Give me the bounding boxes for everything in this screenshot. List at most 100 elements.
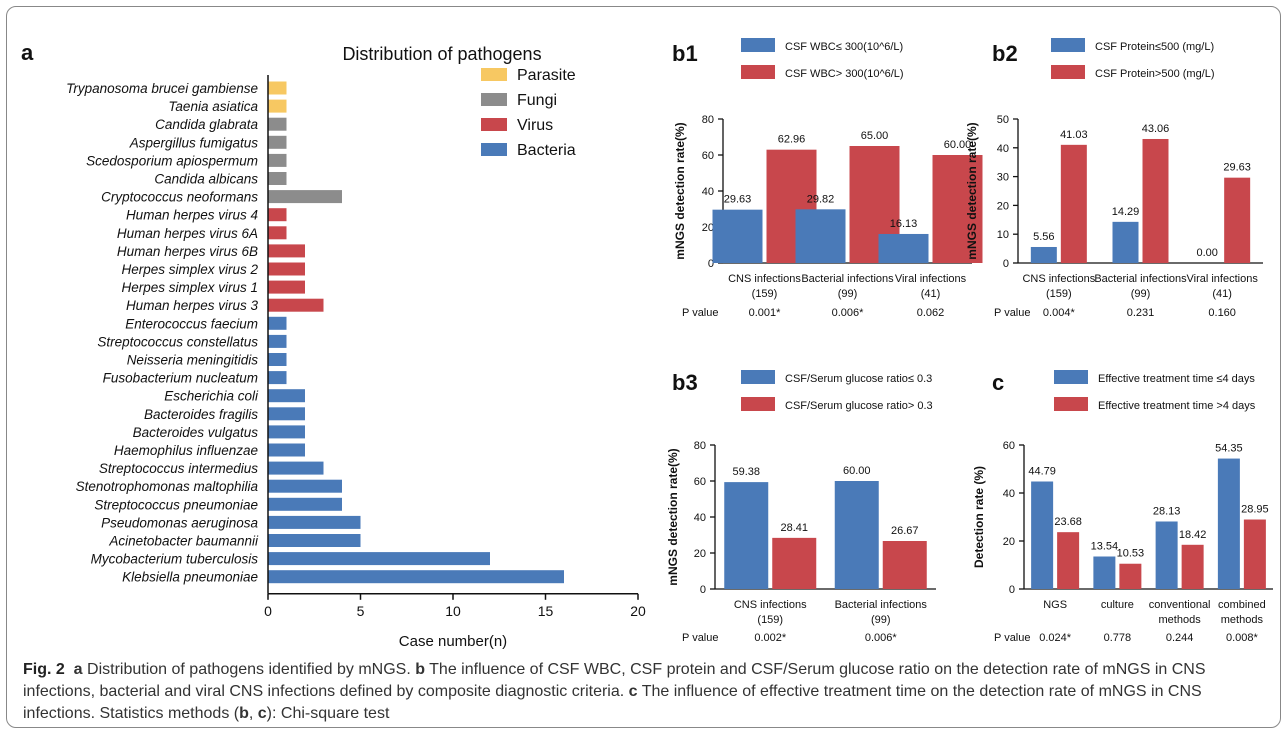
panel-b1-p-value: 0.001*	[749, 307, 782, 319]
pathogen-bar	[268, 172, 287, 185]
panel-b1-bar	[712, 209, 763, 263]
legend-label-virus: Virus	[517, 117, 553, 134]
pathogen-label: Streptococcus intermedius	[99, 461, 258, 476]
panel-b2-x-tick-label: Viral infections	[1186, 273, 1258, 285]
pathogen-label: Fusobacterium nucleatum	[103, 371, 258, 386]
panel-b1-legend-label: CSF WBC> 300(10^6/L)	[785, 68, 904, 80]
pathogen-bar	[268, 534, 361, 547]
pathogen-bar	[268, 389, 305, 403]
panel-c-label: c	[992, 370, 1004, 395]
panel-b1-bar-value: 16.13	[890, 218, 918, 230]
panel-c-p-value: 0.024*	[1039, 632, 1072, 644]
panel-c-y-tick-label: 40	[1003, 488, 1015, 500]
panel-b1-y-tick-label: 0	[708, 258, 714, 270]
panel-b2-x-tick-label: (159)	[1046, 288, 1072, 300]
pathogen-bar	[268, 334, 287, 348]
panel-b1-bar	[932, 155, 983, 263]
pathogen-label: Escherichia coli	[164, 389, 259, 404]
panel-b2-bar-value: 43.06	[1142, 123, 1170, 135]
panel-a-x-tick-label: 20	[630, 603, 646, 619]
panel-b3-bar	[834, 481, 879, 589]
panel-b1-x-tick-label: CNS infections	[728, 273, 801, 285]
figure-frame: a Distribution of pathogens Trypanosoma br…	[6, 6, 1281, 728]
panel-c-p-value: 0.008*	[1226, 632, 1259, 644]
pathogen-bar	[268, 570, 564, 584]
panel-b3-bar-value: 28.41	[780, 522, 808, 534]
panel-b3-label: b3	[672, 370, 698, 395]
panel-b3-bar	[772, 537, 817, 589]
panel-b3-x-tick-label: Bacterial infections	[835, 599, 928, 611]
panel-c-y-tick-label: 60	[1003, 440, 1015, 452]
pathogen-bar	[268, 298, 324, 312]
panel-b2-y-tick-label: 30	[997, 172, 1009, 184]
pathogen-label: Bacteroides fragilis	[144, 407, 258, 422]
panel-b2-x-tick-label: CNS infections	[1022, 273, 1095, 285]
panel-c-x-tick-label: conventional	[1149, 599, 1211, 611]
panel-b2-bar-value: 29.63	[1223, 162, 1251, 174]
panel-c-p-value: 0.244	[1166, 632, 1194, 644]
panel-b3-p-value: 0.006*	[865, 632, 898, 644]
panel-b1-bar-value: 29.63	[724, 194, 752, 206]
pathogen-bar	[268, 497, 342, 511]
pathogen-label: Stenotrophomonas maltophilia	[76, 479, 259, 494]
panel-b2-bar-value: 5.56	[1033, 231, 1054, 243]
legend-swatch-parasite	[481, 68, 507, 81]
panel-b3-bar	[724, 482, 769, 589]
panel-c-bar	[1217, 458, 1240, 589]
legend-swatch-fungi	[481, 93, 507, 106]
panel-c-p-label: P value	[994, 632, 1031, 644]
pathogen-bar	[268, 81, 287, 95]
panel-b2-y-tick-label: 50	[997, 114, 1009, 126]
pathogen-label: Bacteroides vulgatus	[133, 425, 259, 440]
panel-b3-bar	[882, 540, 927, 589]
pathogen-bar	[268, 479, 342, 493]
panel-c-p-value: 0.778	[1104, 632, 1132, 644]
pathogen-bar	[268, 280, 305, 294]
panel-b1-bar-value: 65.00	[861, 130, 889, 142]
panel-b2-legend-label: CSF Protein≤500 (mg/L)	[1095, 41, 1214, 53]
caption-panel-a-label: a	[73, 661, 83, 678]
pathogen-label: Herpes simplex virus 1	[121, 280, 258, 295]
legend-swatch-virus	[481, 118, 507, 131]
pathogen-label: Human herpes virus 6B	[117, 244, 258, 259]
panel-a-x-tick-label: 5	[357, 603, 365, 619]
panel-b1-x-tick-label: (41)	[921, 288, 941, 300]
pathogen-label: Aspergillus fumigatus	[129, 135, 259, 150]
panel-b1-y-tick-label: 20	[702, 222, 714, 234]
pathogen-bar	[268, 425, 305, 439]
legend-label-bacteria: Bacteria	[517, 142, 576, 159]
legend-label-parasite: Parasite	[517, 67, 576, 84]
panel-a-x-tick-label: 0	[264, 603, 272, 619]
panel-b1-label: b1	[672, 41, 698, 66]
panel-b2-legend-swatch	[1051, 38, 1085, 52]
panel-b1-p-value: 0.062	[917, 307, 945, 319]
panel-b3-legend-swatch	[741, 397, 775, 411]
panel-c-legend-swatch	[1054, 397, 1088, 411]
panel-b3-y-tick-label: 20	[694, 548, 706, 560]
pathogen-label: Pseudomonas aeruginosa	[101, 515, 258, 530]
panel-a-label: a	[21, 40, 34, 65]
panel-c-bar-value: 18.42	[1179, 529, 1207, 541]
panel-b1-y-tick-label: 40	[702, 186, 714, 198]
caption-panel-a-text: Distribution of pathogens identified by …	[87, 661, 411, 678]
panel-c-x-tick-label: methods	[1159, 614, 1202, 626]
panel-b2-y-axis-title: mNGS detection rate(%)	[965, 122, 979, 259]
panel-b3-x-tick-label: (159)	[757, 614, 783, 626]
panel-b2-bar	[1142, 138, 1169, 263]
panel-b1-bar-value: 62.96	[778, 134, 806, 146]
panel-c-bar	[1031, 481, 1054, 589]
panel-b1-bar-value: 60.00	[944, 139, 972, 151]
panel-b2-bar-value: 0.00	[1196, 247, 1217, 259]
pathogen-label: Human herpes virus 4	[126, 208, 258, 223]
pathogen-label: Human herpes virus 3	[126, 298, 259, 313]
panel-b1-x-tick-label: Viral infections	[895, 273, 967, 285]
caption-panel-c-text: The influence of effective treatment tim…	[23, 683, 1202, 722]
panel-c-y-tick-label: 20	[1003, 536, 1015, 548]
pathogen-bar	[268, 117, 287, 131]
panel-c-bar-value: 54.35	[1215, 443, 1243, 455]
panel-b2-bar-value: 14.29	[1112, 206, 1140, 218]
panel-b1-legend-swatch	[741, 38, 775, 52]
panel-b1-legend-label: CSF WBC≤ 300(10^6/L)	[785, 41, 903, 53]
legend-swatch-bacteria	[481, 143, 507, 156]
panel-c-x-tick-label: methods	[1221, 614, 1264, 626]
